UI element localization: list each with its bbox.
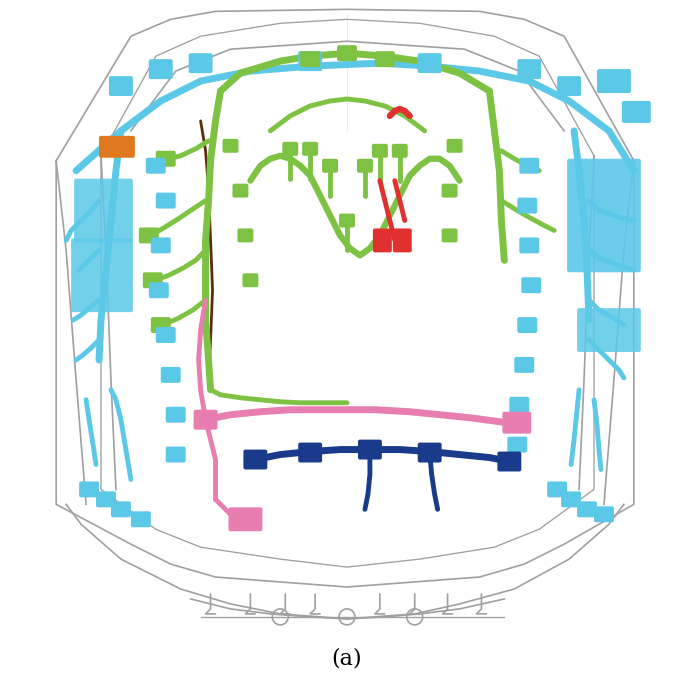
FancyBboxPatch shape <box>517 59 541 79</box>
FancyBboxPatch shape <box>143 272 163 288</box>
FancyBboxPatch shape <box>109 76 133 96</box>
FancyBboxPatch shape <box>188 53 213 73</box>
FancyBboxPatch shape <box>111 501 131 517</box>
FancyBboxPatch shape <box>79 482 99 497</box>
FancyBboxPatch shape <box>149 282 169 298</box>
FancyBboxPatch shape <box>243 449 268 469</box>
FancyBboxPatch shape <box>194 410 218 429</box>
FancyBboxPatch shape <box>149 59 173 79</box>
FancyBboxPatch shape <box>358 440 382 460</box>
FancyBboxPatch shape <box>282 142 298 155</box>
FancyBboxPatch shape <box>519 238 539 253</box>
FancyBboxPatch shape <box>373 229 392 252</box>
FancyBboxPatch shape <box>519 158 539 174</box>
FancyBboxPatch shape <box>139 227 158 243</box>
FancyBboxPatch shape <box>151 317 171 333</box>
FancyBboxPatch shape <box>622 101 651 123</box>
FancyBboxPatch shape <box>392 144 408 158</box>
FancyBboxPatch shape <box>447 139 463 153</box>
FancyBboxPatch shape <box>393 229 411 252</box>
FancyBboxPatch shape <box>418 53 441 73</box>
FancyBboxPatch shape <box>74 179 133 242</box>
FancyBboxPatch shape <box>322 159 338 173</box>
FancyBboxPatch shape <box>238 229 254 242</box>
FancyBboxPatch shape <box>557 76 581 96</box>
FancyBboxPatch shape <box>441 184 457 197</box>
FancyBboxPatch shape <box>498 451 521 471</box>
FancyBboxPatch shape <box>71 238 133 312</box>
FancyBboxPatch shape <box>375 51 395 67</box>
FancyBboxPatch shape <box>146 158 165 174</box>
FancyBboxPatch shape <box>156 327 176 343</box>
Text: (a): (a) <box>332 648 362 670</box>
FancyBboxPatch shape <box>577 308 641 352</box>
FancyBboxPatch shape <box>243 273 259 287</box>
FancyBboxPatch shape <box>131 511 151 527</box>
FancyBboxPatch shape <box>502 412 531 434</box>
FancyBboxPatch shape <box>156 151 176 166</box>
FancyBboxPatch shape <box>337 45 357 61</box>
FancyBboxPatch shape <box>232 184 248 197</box>
FancyBboxPatch shape <box>597 69 631 93</box>
FancyBboxPatch shape <box>156 192 176 208</box>
FancyBboxPatch shape <box>357 159 373 173</box>
FancyBboxPatch shape <box>517 197 537 214</box>
FancyBboxPatch shape <box>161 367 181 383</box>
FancyBboxPatch shape <box>441 229 457 242</box>
FancyBboxPatch shape <box>509 397 530 413</box>
FancyBboxPatch shape <box>594 506 614 522</box>
FancyBboxPatch shape <box>300 51 320 67</box>
FancyBboxPatch shape <box>229 508 262 532</box>
FancyBboxPatch shape <box>547 482 567 497</box>
FancyBboxPatch shape <box>372 144 388 158</box>
FancyBboxPatch shape <box>302 142 318 155</box>
FancyBboxPatch shape <box>151 238 171 253</box>
FancyBboxPatch shape <box>521 277 541 293</box>
FancyBboxPatch shape <box>577 501 597 517</box>
FancyBboxPatch shape <box>99 136 135 158</box>
FancyBboxPatch shape <box>298 443 322 462</box>
FancyBboxPatch shape <box>561 491 581 508</box>
FancyBboxPatch shape <box>514 357 534 373</box>
FancyBboxPatch shape <box>222 139 238 153</box>
FancyBboxPatch shape <box>165 407 186 423</box>
FancyBboxPatch shape <box>517 317 537 333</box>
FancyBboxPatch shape <box>96 491 116 508</box>
FancyBboxPatch shape <box>567 159 641 272</box>
FancyBboxPatch shape <box>507 436 528 453</box>
FancyBboxPatch shape <box>298 51 322 71</box>
FancyBboxPatch shape <box>165 447 186 462</box>
FancyBboxPatch shape <box>418 443 441 462</box>
FancyBboxPatch shape <box>339 214 355 227</box>
